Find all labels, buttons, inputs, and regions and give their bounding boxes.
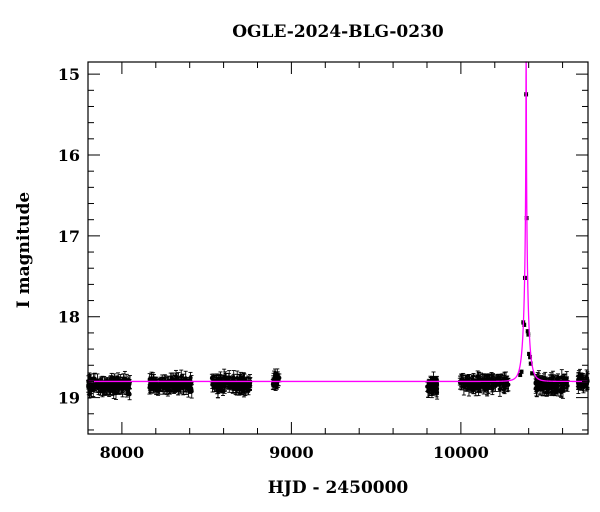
data-point xyxy=(147,373,152,386)
plot-frame xyxy=(87,61,589,435)
axis-ticks xyxy=(87,62,588,434)
data-point xyxy=(100,382,105,398)
data-point xyxy=(223,371,228,388)
data-point xyxy=(111,380,116,396)
data-point xyxy=(576,372,581,387)
y-tick-label: 19 xyxy=(58,389,80,408)
chart-title: OGLE-2024-BLG-0230 xyxy=(232,22,444,42)
y-tick-label: 17 xyxy=(58,227,80,246)
y-tick-label: 16 xyxy=(58,146,80,165)
data-point xyxy=(562,377,567,392)
x-tick-label: 8000 xyxy=(100,443,145,462)
x-tick-label: 9000 xyxy=(269,443,314,462)
data-point xyxy=(558,386,563,397)
data-point xyxy=(127,388,132,401)
y-tick-label: 18 xyxy=(58,308,80,327)
data-points xyxy=(86,92,590,401)
tick-labels: 8000 9000 10000 15 16 17 18 19 xyxy=(58,65,489,462)
data-point xyxy=(188,379,193,393)
data-point xyxy=(541,380,546,390)
data-point xyxy=(518,372,523,378)
data-point xyxy=(158,377,163,392)
data-point xyxy=(551,377,556,390)
x-axis-label: HJD - 2450000 xyxy=(267,478,409,498)
data-point xyxy=(467,376,472,391)
data-point xyxy=(530,371,535,376)
data-point xyxy=(426,381,431,399)
data-point xyxy=(498,376,503,390)
data-point xyxy=(120,376,125,391)
model-curve xyxy=(88,61,588,383)
data-point xyxy=(434,383,439,392)
data-point xyxy=(234,386,239,394)
data-point xyxy=(554,380,559,394)
data-point xyxy=(241,372,246,387)
x-tick-label: 10000 xyxy=(433,443,489,462)
y-tick-label: 15 xyxy=(58,65,80,84)
